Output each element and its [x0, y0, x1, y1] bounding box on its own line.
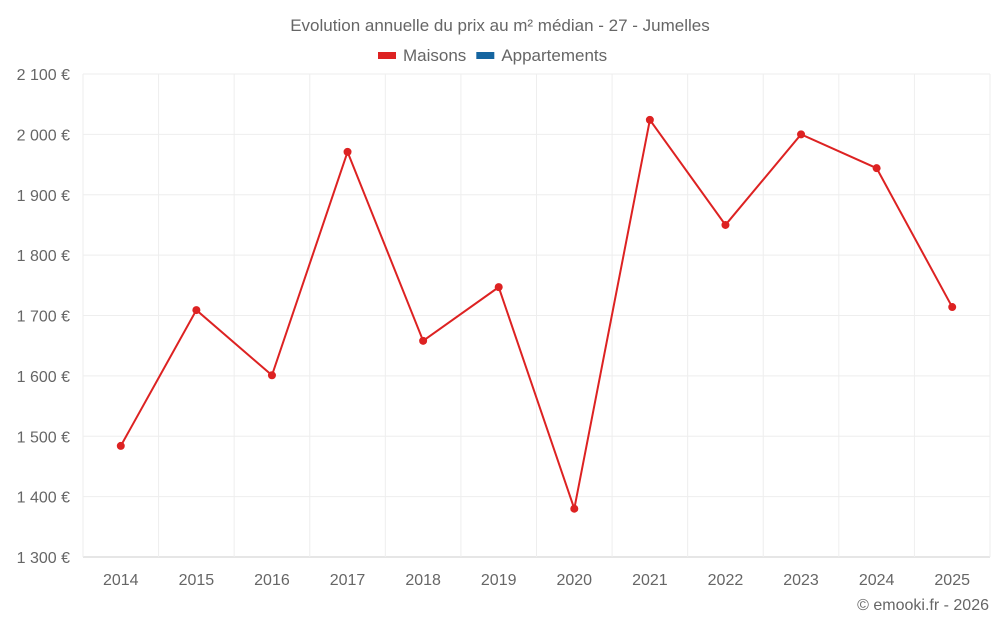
y-tick-label: 1 900 € — [17, 188, 70, 205]
x-tick-label: 2021 — [632, 572, 668, 589]
y-tick-label: 2 000 € — [17, 127, 70, 144]
data-point[interactable] — [419, 336, 428, 345]
x-tick-label: 2019 — [481, 572, 517, 589]
data-point[interactable] — [267, 371, 276, 380]
legend-label: Appartements — [501, 46, 607, 65]
y-tick-label: 1 800 € — [17, 248, 70, 265]
data-point[interactable] — [645, 115, 654, 124]
data-point[interactable] — [797, 130, 806, 139]
x-tick-label: 2015 — [179, 572, 215, 589]
legend-label: Maisons — [403, 46, 466, 65]
credit: © emooki.fr - 2026 — [857, 597, 989, 614]
x-tick-label: 2022 — [708, 572, 744, 589]
legend-swatch — [378, 52, 396, 59]
y-tick-label: 1 300 € — [17, 550, 70, 567]
x-tick-label: 2014 — [103, 572, 139, 589]
x-tick-label: 2024 — [859, 572, 895, 589]
series-line-maisons — [119, 117, 954, 513]
data-point[interactable] — [192, 306, 201, 315]
y-tick-label: 2 100 € — [17, 67, 70, 84]
x-tick-label: 2018 — [405, 572, 441, 589]
legend-swatch — [476, 52, 495, 59]
x-tick-label: 2025 — [934, 572, 970, 589]
legend-item-appartements[interactable]: Appartements — [476, 46, 607, 65]
y-tick-label: 1 400 € — [17, 490, 70, 507]
x-tick-label: 2017 — [330, 572, 366, 589]
y-tick-label: 1 600 € — [17, 369, 70, 386]
data-point[interactable] — [343, 147, 352, 156]
data-point[interactable] — [872, 164, 881, 173]
y-tick-label: 1 500 € — [17, 429, 70, 446]
data-point[interactable] — [570, 504, 579, 513]
chart-title: Evolution annuelle du prix au m² médian … — [290, 16, 710, 35]
legend-item-maisons[interactable]: Maisons — [378, 46, 466, 65]
x-tick-label: 2023 — [783, 572, 819, 589]
y-tick-label: 1 700 € — [17, 309, 70, 326]
x-tick-label: 2016 — [254, 572, 290, 589]
data-point[interactable] — [116, 441, 125, 450]
x-tick-label: 2020 — [556, 572, 592, 589]
data-point[interactable] — [721, 220, 730, 229]
data-point[interactable] — [494, 283, 503, 292]
data-point[interactable] — [948, 303, 957, 312]
